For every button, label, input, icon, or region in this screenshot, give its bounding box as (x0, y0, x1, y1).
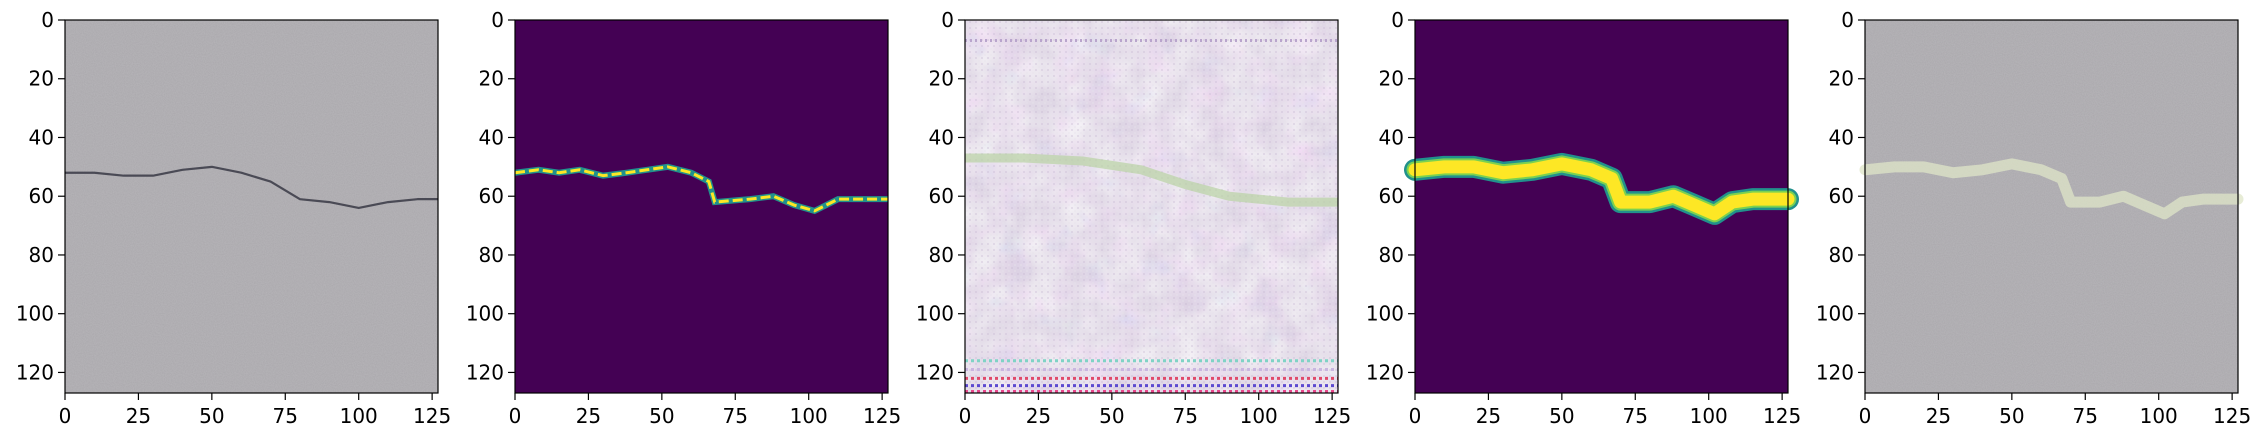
y-tick-label: 120 (1366, 360, 1404, 384)
x-tick-label: 100 (340, 404, 378, 428)
x-tick-label: 0 (959, 404, 972, 428)
x-tick-label: 125 (413, 404, 451, 428)
x-tick-label: 0 (1409, 404, 1422, 428)
axes-frame (1864, 19, 2239, 394)
y-tick-label: 120 (466, 360, 504, 384)
y-tick-label: 60 (1829, 184, 1854, 208)
x-tick-label: 0 (59, 404, 72, 428)
image-background (65, 20, 438, 393)
y-tick-label: 20 (1829, 67, 1854, 91)
y-tick-label: 60 (29, 184, 54, 208)
panel-input-image: 0 25 50 75 100 125 0 20 40 60 80 100 120 (16, 8, 451, 428)
x-tick-label: 100 (1240, 404, 1278, 428)
y-tick-label: 60 (1379, 184, 1404, 208)
x-tick-label: 75 (273, 404, 298, 428)
x-tick-label: 125 (2213, 404, 2251, 428)
y-tick-label: 40 (1829, 125, 1854, 149)
crack-line (65, 165, 438, 210)
texture-speckle (965, 20, 1338, 393)
x-tick-label: 125 (863, 404, 901, 428)
y-tick-label: 0 (41, 8, 54, 32)
y-tick-label: 100 (1366, 302, 1404, 326)
x-tick-label: 75 (723, 404, 748, 428)
y-tick-label: 20 (1379, 67, 1404, 91)
y-tick-label: 100 (916, 302, 954, 326)
y-tick-label: 60 (479, 184, 504, 208)
y-tick-label: 20 (479, 67, 504, 91)
panel-predicted-mask: 0 25 50 75 100 125 0 20 40 60 80 100 120 (1366, 8, 1801, 428)
x-tick-label: 100 (790, 404, 828, 428)
x-tick-label: 100 (2140, 404, 2178, 428)
y-tick-label: 120 (916, 360, 954, 384)
crack-overlay (1859, 158, 2244, 220)
y-tick-label: 40 (929, 125, 954, 149)
x-tick-label: 0 (509, 404, 522, 428)
y-tick-label: 100 (1816, 302, 1854, 326)
y-tick-label: 80 (29, 243, 54, 267)
x-tick-label: 50 (199, 404, 224, 428)
crack-reconstruction (965, 153, 1338, 207)
x-tick-label: 25 (1026, 404, 1051, 428)
x-tick-label: 0 (1859, 404, 1872, 428)
panel-reconstructed-image: 0 25 50 75 100 125 0 20 40 60 80 100 120 (916, 8, 1351, 428)
x-tick-label: 25 (576, 404, 601, 428)
y-tick-label: 100 (466, 302, 504, 326)
panel-overlay: 0 25 50 75 100 125 0 20 40 60 80 100 120 (1816, 8, 2251, 428)
y-tick-label: 120 (16, 360, 54, 384)
y-tick-label: 80 (1379, 243, 1404, 267)
y-tick-label: 120 (1816, 360, 1854, 384)
x-tick-label: 75 (1623, 404, 1648, 428)
axes-frame (964, 19, 1339, 394)
x-tick-label: 50 (649, 404, 674, 428)
axes-frame (64, 19, 439, 394)
x-tick-label: 25 (1476, 404, 1501, 428)
x-tick-label: 125 (1763, 404, 1801, 428)
y-tick-label: 100 (16, 302, 54, 326)
y-tick-label: 20 (929, 67, 954, 91)
x-tick-label: 125 (1313, 404, 1351, 428)
y-tick-label: 0 (1841, 8, 1854, 32)
x-tick-label: 50 (1549, 404, 1574, 428)
axes-frame (514, 19, 889, 394)
y-tick-label: 0 (491, 8, 504, 32)
mask-crack (1408, 157, 1795, 221)
y-tick-label: 0 (941, 8, 954, 32)
y-tick-label: 80 (479, 243, 504, 267)
x-tick-label: 50 (1999, 404, 2024, 428)
y-tick-label: 80 (929, 243, 954, 267)
x-tick-label: 100 (1690, 404, 1728, 428)
y-tick-label: 80 (1829, 243, 1854, 267)
y-tick-label: 40 (479, 125, 504, 149)
axes-frame (1414, 19, 1789, 394)
y-tick-label: 20 (29, 67, 54, 91)
y-tick-label: 40 (1379, 125, 1404, 149)
x-tick-label: 25 (1926, 404, 1951, 428)
x-tick-label: 75 (1173, 404, 1198, 428)
x-tick-label: 25 (126, 404, 151, 428)
mask-crack (514, 165, 888, 213)
x-tick-label: 75 (2073, 404, 2098, 428)
panel-ground-truth-mask: 0 25 50 75 100 125 0 20 40 60 80 100 120 (466, 8, 901, 428)
x-tick-label: 50 (1099, 404, 1124, 428)
y-tick-label: 40 (29, 125, 54, 149)
mask-background (515, 20, 888, 393)
y-tick-label: 0 (1391, 8, 1404, 32)
y-tick-label: 60 (929, 184, 954, 208)
